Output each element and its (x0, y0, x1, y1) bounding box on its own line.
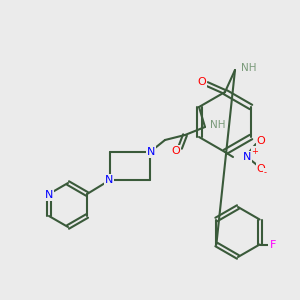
Text: N: N (45, 190, 53, 200)
Text: O: O (256, 136, 266, 146)
Text: -: - (263, 169, 266, 178)
Text: O: O (198, 77, 206, 87)
Text: O: O (256, 164, 266, 174)
Text: +: + (252, 146, 258, 155)
Text: O: O (172, 146, 180, 156)
Text: NH: NH (210, 120, 226, 130)
Text: N: N (243, 152, 251, 162)
Text: N: N (147, 147, 155, 157)
Text: NH: NH (241, 63, 256, 73)
Text: N: N (105, 175, 113, 185)
Text: F: F (269, 239, 276, 250)
